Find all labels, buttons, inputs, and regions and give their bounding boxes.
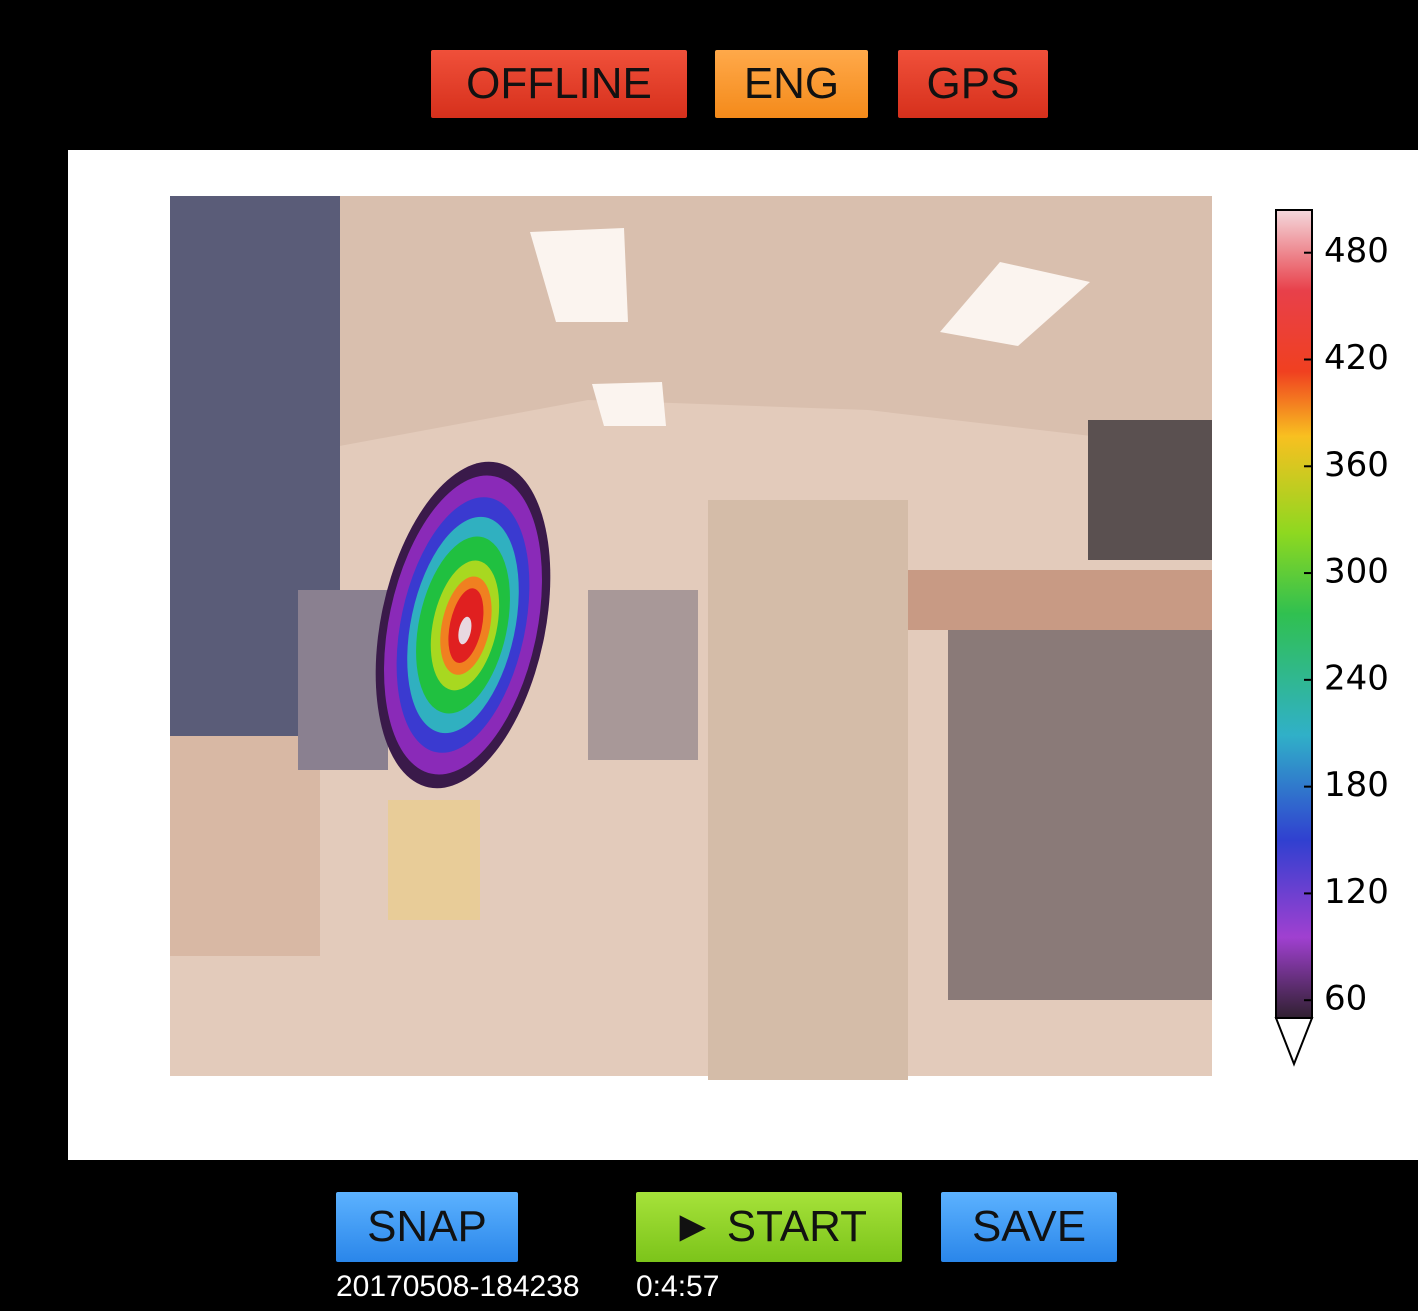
colorbar-tick-label: 420 [1324, 338, 1389, 378]
start-button[interactable]: ► START [636, 1192, 902, 1262]
colorbar-tick-label: 120 [1324, 872, 1389, 912]
eng-button[interactable]: ENG [715, 50, 868, 118]
colorbar-scale [1276, 210, 1312, 1018]
gps-button[interactable]: GPS [898, 50, 1048, 118]
colorbar-tick-label: 180 [1324, 765, 1389, 805]
colorbar-tick-label: 240 [1324, 658, 1389, 698]
save-button[interactable]: SAVE [941, 1192, 1117, 1262]
colorbar-tick-label: 60 [1324, 979, 1367, 1019]
plot: 60 120 180 240 300 360 420 480 [68, 150, 1418, 1160]
colorbar-tick-label: 360 [1324, 445, 1389, 485]
plot-panel: 60 120 180 240 300 360 420 480 [68, 150, 1418, 1160]
colorbar-tick-label: 480 [1324, 231, 1389, 271]
snap-button[interactable]: SNAP [336, 1192, 518, 1262]
colorbar-tick-label: 300 [1324, 552, 1389, 592]
colorbar: 60 120 180 240 300 360 420 480 [1276, 210, 1389, 1064]
colorbar-extend [1276, 1018, 1312, 1064]
screen: OFFLINE ENG GPS [0, 0, 1418, 1311]
camera-image [170, 196, 1212, 1080]
offline-button[interactable]: OFFLINE [431, 50, 687, 118]
elapsed-time: 0:4:57 [636, 1270, 719, 1304]
timestamp: 20170508-184238 [336, 1270, 580, 1304]
